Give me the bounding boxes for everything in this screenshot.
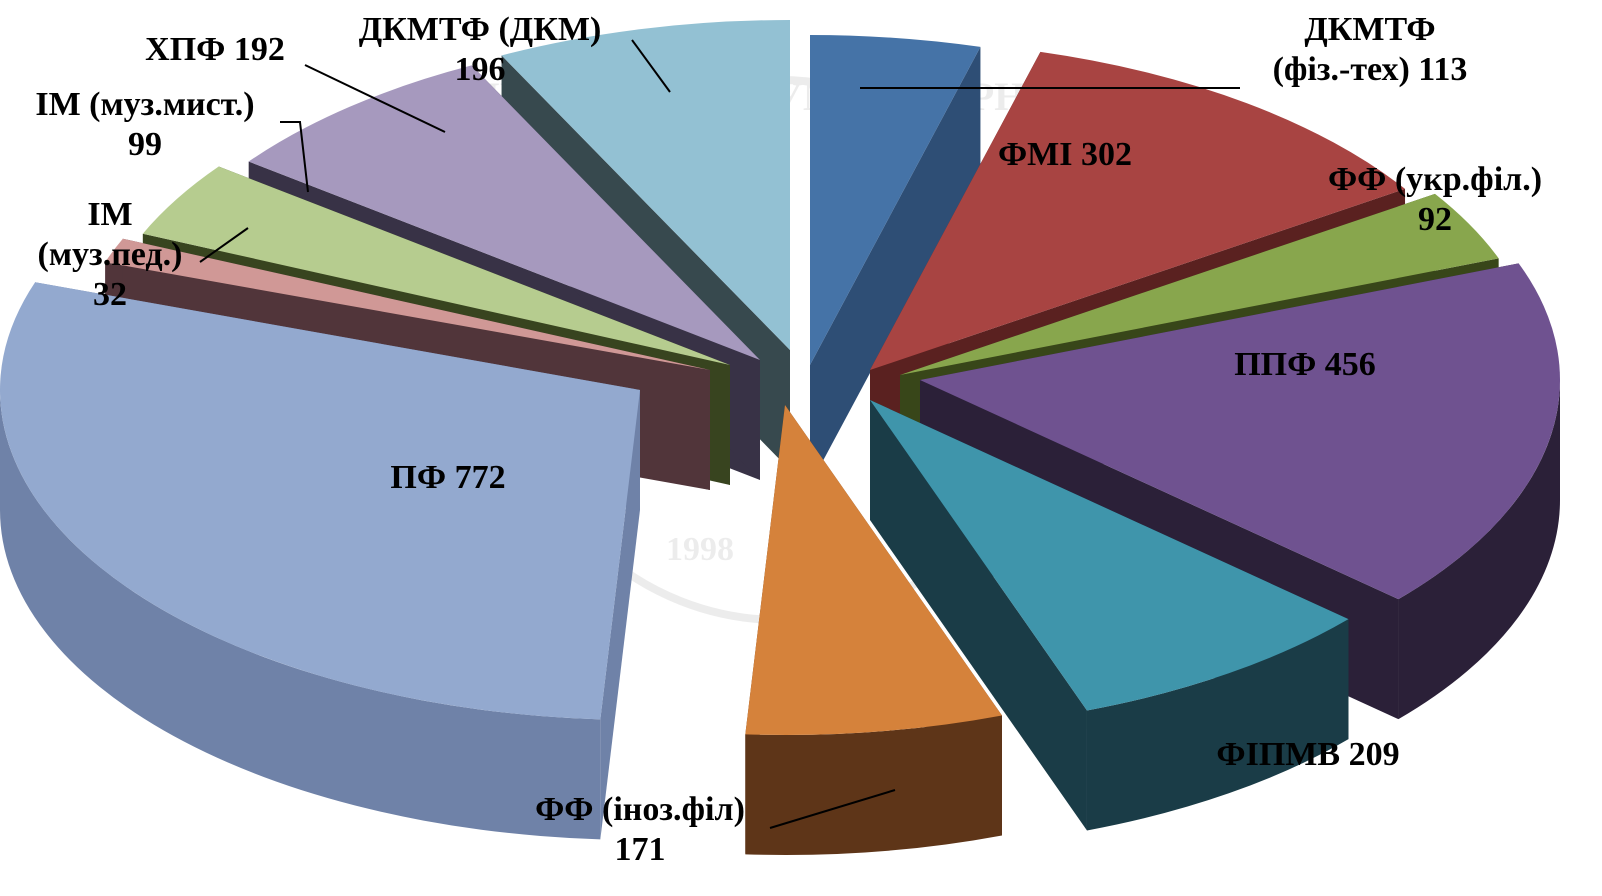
slice-label-8-line-0: ІМ (муз.мист.) — [35, 86, 255, 123]
slice-6-top — [0, 282, 640, 720]
slice-label-7: ІМ (муз.пед.) 32 — [38, 195, 183, 315]
slice-label-8-line-1: 99 — [128, 126, 162, 163]
slice-label-9: ХПФ 192 — [145, 30, 285, 70]
slice-4-rim — [1086, 619, 1349, 831]
slice-label-10-line-1: 196 — [454, 51, 506, 88]
slice-label-0-line-1: (фіз.-тех) 113 — [1272, 51, 1468, 88]
slice-label-7-line-2: 32 — [93, 276, 127, 313]
slice-label-5-line-1: 171 — [614, 831, 666, 868]
slice-0-wall-1 — [810, 46, 981, 486]
slice-9-top — [248, 65, 761, 360]
leader-line-10 — [631, 39, 671, 93]
slice-label-7-line-0: ІМ — [87, 196, 133, 233]
slice-label-2-line-1: 92 — [1418, 201, 1452, 238]
slice-5 — [745, 405, 1002, 855]
slice-label-8: ІМ (муз.мист.) 99 — [35, 85, 254, 165]
slice-label-1-line-0: ФМІ 302 — [997, 136, 1133, 173]
leader-lines — [199, 39, 1240, 829]
slice-10-top — [501, 20, 790, 350]
slice-label-2: ФФ (укр.філ.) 92 — [1328, 160, 1542, 240]
leader-line-9 — [304, 64, 446, 133]
slice-label-2-line-0: ФФ (укр.філ.) — [1327, 161, 1543, 198]
slice-label-3: ППФ 456 — [1234, 345, 1376, 385]
slice-label-4: ФІПМВ 209 — [1216, 735, 1399, 775]
slice-5-top — [745, 405, 1002, 735]
pie-slices — [0, 20, 1560, 855]
slice-3-rim — [1398, 380, 1560, 720]
slice-5-rim — [745, 715, 1002, 855]
slice-label-10-line-0: ДКМТФ (ДКМ) — [358, 11, 602, 48]
slice-label-0-line-0: ДКМТФ — [1304, 11, 1436, 48]
slice-0 — [810, 35, 981, 486]
slice-label-6-line-0: ПФ 772 — [390, 459, 506, 496]
slice-4-wall-1 — [870, 400, 1087, 831]
slice-7-top — [105, 238, 710, 370]
slice-label-1: ФМІ 302 — [998, 135, 1132, 175]
slice-4-top — [870, 400, 1349, 711]
slice-label-6: ПФ 772 — [390, 458, 505, 498]
leader-line-7 — [199, 227, 249, 263]
watermark-year: 1998 — [666, 531, 734, 568]
slice-label-7-line-1: (муз.пед.) — [37, 236, 183, 273]
slice-label-3-line-0: ППФ 456 — [1234, 346, 1376, 383]
slice-label-0: ДКМТФ (фіз.-тех) 113 — [1273, 10, 1468, 90]
slice-6-rim — [0, 390, 601, 840]
slice-2-top — [900, 193, 1499, 375]
slice-6 — [0, 282, 640, 840]
slice-label-5: ФФ (іноз.філ) 171 — [535, 790, 745, 870]
slice-3-top — [920, 263, 1560, 600]
slice-label-9-line-0: ХПФ 192 — [145, 31, 285, 68]
slice-label-4-line-0: ФІПМВ 209 — [1216, 736, 1400, 773]
slice-1-top — [870, 51, 1406, 371]
slice-4 — [870, 400, 1349, 831]
leader-line-5 — [769, 789, 896, 829]
slice-label-5-line-0: ФФ (іноз.філ) — [535, 791, 745, 828]
slice-label-10: ДКМТФ (ДКМ) 196 — [359, 10, 602, 90]
leader-line-8 — [280, 121, 309, 193]
slice-0-top — [810, 35, 981, 365]
slice-8-top — [142, 166, 731, 365]
